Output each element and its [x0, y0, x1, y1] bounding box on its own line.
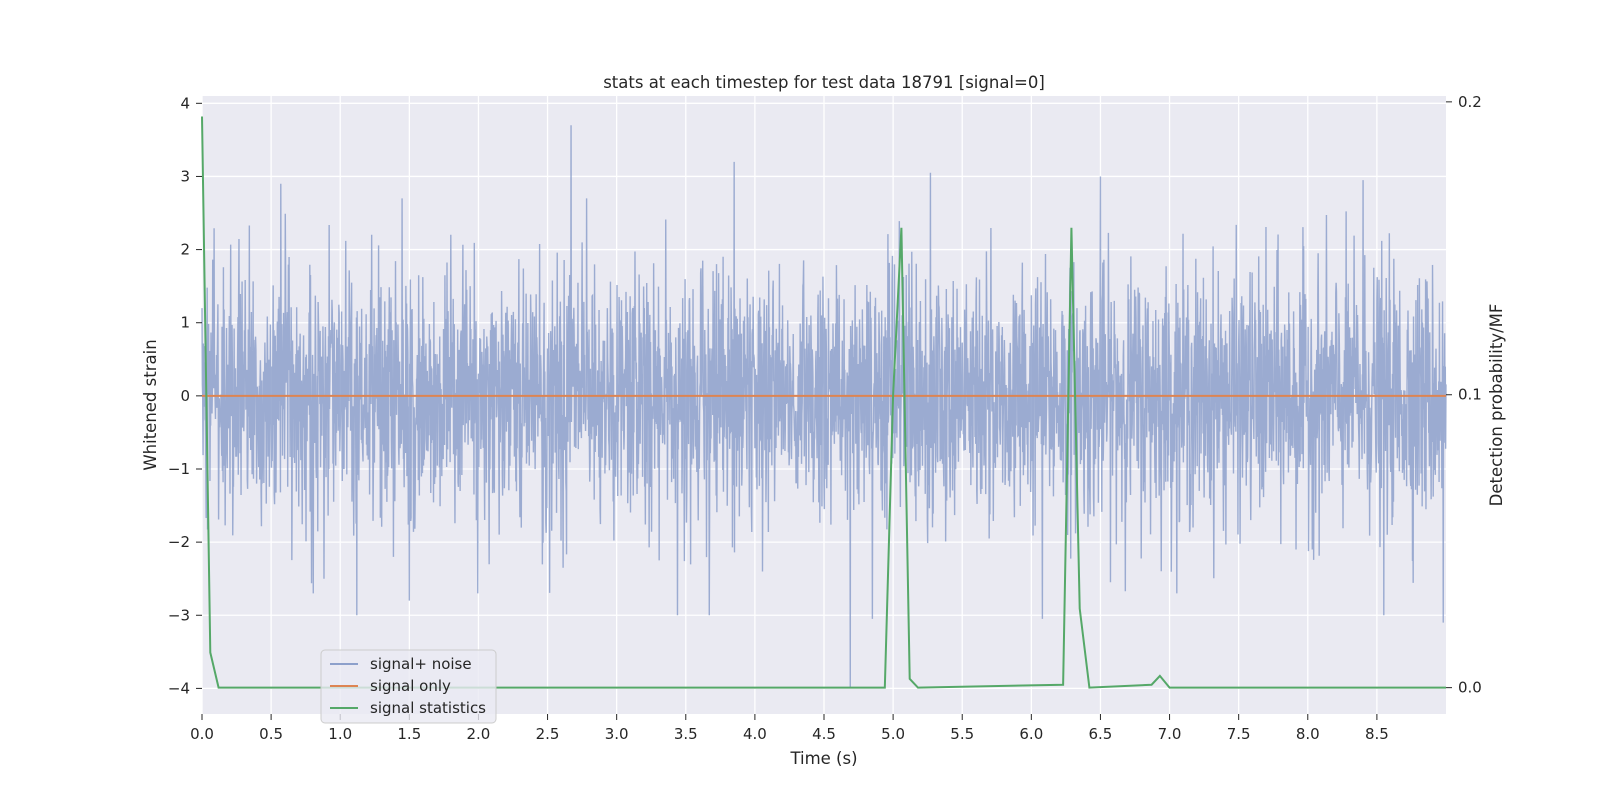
x-tick-label: 0.5	[259, 725, 283, 743]
series-signal-statistics	[201, 116, 1446, 689]
x-tick-label: 3.0	[605, 725, 629, 743]
y-tick-label: 3	[180, 167, 190, 185]
x-tick-label: 4.0	[743, 725, 767, 743]
series-layer	[201, 116, 1447, 689]
ticks: 0.0 0.5 1.0 1.5 2.0 2.5 3.0 3.5 4.0 4.5 5.0 5.5 6.0 6…	[168, 93, 1482, 743]
x-tick-label: 8.0	[1296, 725, 1320, 743]
chart-title: stats at each timestep for test data 187…	[603, 73, 1045, 92]
x-tick-label: 6.0	[1019, 725, 1043, 743]
x-tick-label: 5.5	[950, 725, 974, 743]
y-tick-label: −4	[168, 679, 190, 697]
y-tick-label: 0	[180, 387, 190, 405]
y-tick-label: 1	[180, 314, 190, 332]
x-tick-label: 2.0	[467, 725, 491, 743]
x-tick-label: 1.5	[397, 725, 421, 743]
y2-tick-label: 0.0	[1458, 679, 1482, 697]
x-tick-label: 0.0	[190, 725, 214, 743]
y2-tick-label: 0.1	[1458, 386, 1482, 404]
y-tick-label: −1	[168, 460, 190, 478]
legend-label-signal-noise: signal+ noise	[370, 655, 472, 673]
x-tick-label: 7.5	[1227, 725, 1251, 743]
x-tick-label: 6.5	[1089, 725, 1113, 743]
series-signal-noise	[201, 125, 1447, 689]
x-tick-label: 7.0	[1158, 725, 1182, 743]
legend-box	[320, 649, 497, 724]
legend-label-signal-only: signal only	[370, 677, 451, 695]
x-tick-label: 8.5	[1365, 725, 1389, 743]
x-tick-label: 1.0	[328, 725, 352, 743]
x-tick-label: 4.5	[812, 725, 836, 743]
y-tick-label: −3	[168, 606, 190, 624]
y2-axis-title: Detection probability/MF	[1487, 304, 1506, 507]
x-tick-label: 3.5	[674, 725, 698, 743]
y-tick-label: 4	[180, 94, 190, 112]
legend: signal+ noise signal only signal statist…	[320, 649, 497, 724]
y-tick-label: 2	[180, 241, 190, 259]
x-tick-label: 5.0	[881, 725, 905, 743]
x-tick-label: 2.5	[536, 725, 560, 743]
x-axis-title: Time (s)	[789, 749, 857, 768]
y-axis-title: Whitened strain	[141, 339, 160, 470]
y-tick-label: −2	[168, 533, 190, 551]
legend-label-signal-statistics: signal statistics	[370, 699, 486, 717]
y2-tick-label: 0.2	[1458, 93, 1482, 111]
